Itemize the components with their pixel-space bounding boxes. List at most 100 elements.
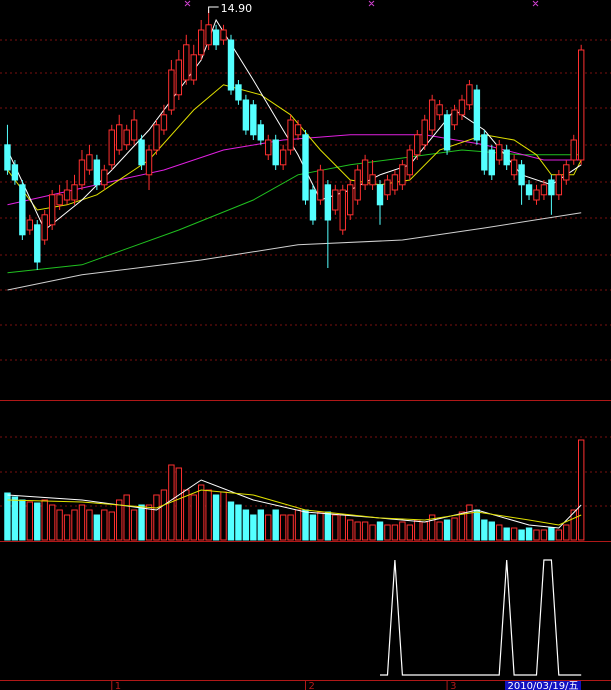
volume-bar xyxy=(130,509,138,541)
candle-body xyxy=(302,134,309,201)
moving-average xyxy=(7,212,582,291)
candle-body xyxy=(212,29,220,46)
volume-bar xyxy=(369,524,376,541)
candle-body xyxy=(279,149,287,166)
moving-average xyxy=(7,18,582,231)
candle-body xyxy=(466,84,473,106)
volume-bar xyxy=(436,521,443,541)
volume-bar xyxy=(41,499,48,541)
volume-bar xyxy=(242,509,250,541)
candle-body xyxy=(496,144,503,161)
candle-body xyxy=(116,124,123,151)
candle-body xyxy=(183,44,190,81)
volume-bar xyxy=(339,514,346,541)
volume-bar xyxy=(361,521,369,541)
volume-bar xyxy=(153,494,160,541)
volume-bar xyxy=(123,494,130,541)
candle-body xyxy=(376,184,384,206)
candle-body xyxy=(555,174,563,196)
volume-bar xyxy=(540,529,548,541)
candle-body xyxy=(197,29,205,56)
candle-body xyxy=(56,194,63,206)
candle-body xyxy=(34,224,41,263)
candle-body xyxy=(540,184,548,196)
candle-body xyxy=(41,214,48,241)
x-tick-label: 1 xyxy=(115,681,121,690)
candle-body xyxy=(265,139,272,156)
volume-bar xyxy=(294,509,302,541)
volume-bar xyxy=(19,499,26,541)
candle-body xyxy=(317,169,324,201)
candle-body xyxy=(227,39,235,91)
volume-bar xyxy=(272,509,279,541)
volume-bar xyxy=(183,489,190,541)
candle-body xyxy=(63,189,71,201)
volume-bar xyxy=(78,504,86,541)
volume-bar xyxy=(481,519,488,541)
cursor-box xyxy=(505,681,581,690)
volume-bar xyxy=(160,489,168,541)
volume-bar xyxy=(11,496,19,541)
volume-bar xyxy=(548,527,555,541)
candle-body xyxy=(570,139,577,161)
volume-bar xyxy=(63,514,71,541)
candle-body xyxy=(19,184,26,236)
candle-body xyxy=(384,179,391,196)
volume-bar xyxy=(503,527,510,541)
candle-body xyxy=(361,159,369,186)
candle-body xyxy=(324,184,332,221)
candle-body xyxy=(78,159,86,186)
candle-body xyxy=(309,189,317,221)
candle-body xyxy=(399,164,406,186)
candle-body xyxy=(481,134,488,171)
volume-bar xyxy=(510,527,518,541)
marker xyxy=(184,0,539,7)
volume-bar xyxy=(101,509,108,541)
volume-bar xyxy=(458,511,466,541)
volume-bar xyxy=(496,524,503,541)
volume-bar xyxy=(257,509,264,541)
candle-body xyxy=(339,189,346,231)
candle-body xyxy=(220,29,227,41)
volume-bar xyxy=(577,439,585,541)
candle-body xyxy=(93,159,101,186)
volume-bar xyxy=(384,524,391,541)
candle-body xyxy=(26,219,34,231)
volume-bar xyxy=(265,514,272,541)
candle-body xyxy=(443,114,451,151)
volume-bar xyxy=(279,514,287,541)
candle-body xyxy=(503,149,510,166)
candle-body xyxy=(414,134,421,156)
candle-body xyxy=(406,149,414,176)
volume-bar xyxy=(287,514,294,541)
candle-body xyxy=(488,149,495,176)
candle-body xyxy=(548,179,555,196)
candle-body xyxy=(473,89,481,141)
volume-bar xyxy=(347,519,354,541)
candle-body xyxy=(294,124,302,136)
candle-body xyxy=(428,99,436,131)
volume-bar xyxy=(332,514,339,541)
candle-body xyxy=(11,164,19,181)
candle-body xyxy=(145,149,153,176)
candle-body xyxy=(123,129,130,146)
volume-bar xyxy=(175,467,183,541)
volume-bar xyxy=(26,501,34,541)
candle-body xyxy=(86,154,93,171)
volume-bar xyxy=(555,529,563,541)
volume-bar xyxy=(414,519,421,541)
volume-bar xyxy=(220,491,227,541)
candle-body xyxy=(108,129,115,166)
cursor-label: 2010/03/19/五 xyxy=(507,681,578,690)
volume-bar xyxy=(488,521,495,541)
moving-average xyxy=(7,149,582,274)
volume-bar xyxy=(302,509,309,541)
candle-body xyxy=(138,139,145,166)
candle-body xyxy=(190,54,197,81)
candle-body xyxy=(563,164,570,181)
candle-body xyxy=(257,124,264,141)
volume-bar xyxy=(56,509,63,541)
candle-body xyxy=(332,189,339,211)
candle-body xyxy=(369,174,376,186)
volume-bar xyxy=(86,509,93,541)
